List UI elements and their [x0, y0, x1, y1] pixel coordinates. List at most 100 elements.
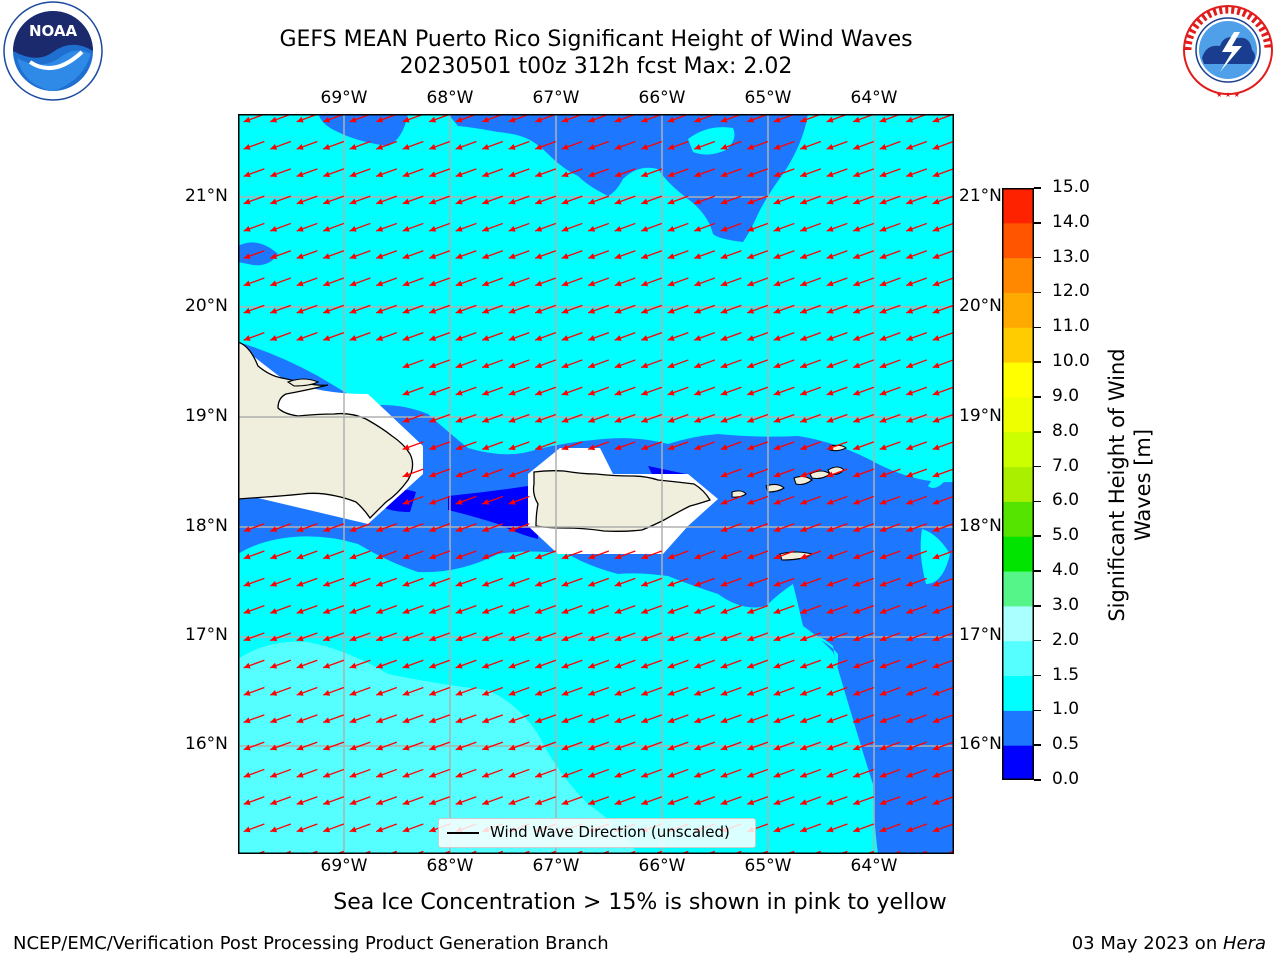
wave-arrow-head	[508, 526, 516, 532]
wave-arrow-head	[667, 553, 675, 560]
wave-arrow-head	[455, 662, 463, 669]
wave-arrow-head	[826, 444, 834, 451]
wave-arrow-head	[853, 826, 861, 833]
wave-arrow-head	[561, 580, 569, 587]
wave-arrow-head	[773, 826, 781, 833]
wave-arrow-head	[614, 662, 622, 669]
wave-arrow-head	[323, 335, 331, 341]
wave-arrow-head	[932, 389, 940, 396]
chart-title-line2: 20230501 t00z 312h fcst Max: 2.02	[399, 54, 793, 79]
wave-arrow-head	[747, 307, 755, 314]
wave-arrow-head	[773, 144, 781, 150]
wave-arrow-head	[826, 608, 834, 614]
wave-arrow-head	[535, 362, 543, 369]
wave-arrow-head	[800, 225, 808, 232]
wave-arrow-head	[349, 307, 357, 314]
wave-arrow-head	[906, 826, 914, 833]
wave-arrow-head	[535, 635, 543, 642]
top-lon-label: 68°W	[426, 88, 474, 108]
right-lat-label: 21°N	[959, 186, 1002, 206]
wave-arrow-head	[588, 580, 596, 587]
colorbar-cell	[1002, 710, 1034, 746]
colorbar-tick-label: 9.0	[1052, 385, 1080, 406]
wave-arrow-head	[561, 771, 569, 778]
wave-arrow-head	[455, 635, 463, 642]
wave-arrow-head	[243, 526, 251, 532]
wave-arrow-head	[694, 580, 702, 587]
wave-arrow-head	[747, 744, 755, 751]
wave-arrow-head	[641, 198, 649, 205]
wave-arrow-head	[614, 335, 622, 341]
bottom-lon-label: 69°W	[320, 856, 368, 876]
wave-arrow-head	[270, 717, 278, 724]
wave-arrow-head	[641, 417, 649, 423]
wave-arrow-head	[800, 662, 808, 669]
wave-arrow-head	[747, 580, 755, 587]
wave-arrow-head	[641, 744, 649, 751]
wave-arrow-head	[773, 198, 781, 205]
wave-arrow-head	[879, 471, 887, 478]
chart-title-line1: GEFS MEAN Puerto Rico Significant Height…	[279, 27, 913, 52]
wave-arrow-head	[800, 635, 808, 642]
wave-arrow-head	[879, 608, 887, 614]
wave-arrow-head	[932, 744, 940, 751]
wave-arrow-head	[853, 690, 861, 696]
colorbar-tick-mark	[1034, 779, 1041, 781]
wave-arrow-head	[667, 389, 675, 396]
wave-arrow-head	[482, 116, 490, 123]
left-lat-label: 19°N	[185, 406, 228, 426]
wave-arrow-head	[376, 717, 384, 724]
colorbar-cell	[1002, 396, 1034, 433]
wave-arrow-head	[747, 717, 755, 724]
wave-arrow-head	[826, 662, 834, 669]
wave-arrow-head	[270, 662, 278, 669]
wave-arrow-head	[720, 744, 728, 751]
wave-arrow-head	[508, 635, 516, 642]
wave-arrow-head	[243, 553, 251, 560]
wave-height-0.5-1.0-islet	[238, 242, 278, 266]
wave-arrow-head	[747, 635, 755, 642]
wave-arrow-head	[429, 198, 437, 205]
wave-arrow-head	[429, 690, 437, 696]
wave-arrow-head	[349, 826, 357, 833]
wave-arrow-head	[429, 171, 437, 178]
wave-arrow-head	[641, 225, 649, 232]
wave-arrow-head	[376, 307, 384, 314]
wave-arrow-head	[906, 307, 914, 314]
wave-arrow-head	[482, 171, 490, 178]
wave-arrow-head	[720, 526, 728, 532]
colorbar-tick-label: 4.0	[1052, 560, 1080, 581]
wave-arrow-head	[720, 444, 728, 451]
wave-arrow-head	[879, 444, 887, 451]
left-lat-label: 18°N	[185, 516, 228, 536]
wave-arrow-head	[402, 280, 410, 287]
wave-arrow-head	[402, 771, 410, 778]
wave-arrow-head	[455, 144, 463, 150]
legend: Wind Wave Direction (unscaled)	[438, 818, 756, 848]
wave-arrow-head	[773, 662, 781, 669]
wave-arrow-head	[455, 362, 463, 369]
top-lon-label: 65°W	[744, 88, 792, 108]
colorbar-cell	[1002, 675, 1034, 711]
wave-arrow-head	[826, 690, 834, 696]
wave-arrow-head	[376, 225, 384, 232]
wave-arrow-head	[826, 498, 834, 505]
bottom-lon-label: 65°W	[744, 856, 792, 876]
wave-arrow-head	[270, 526, 278, 532]
wave-arrow-head	[455, 389, 463, 396]
colorbar-tick-mark	[1034, 187, 1041, 189]
wave-arrow-head	[800, 198, 808, 205]
wave-arrow-head	[429, 635, 437, 642]
wave-arrow-head	[694, 444, 702, 451]
wave-arrow-head	[720, 362, 728, 369]
wave-arrow-head	[429, 608, 437, 614]
wave-arrow-head	[932, 417, 940, 423]
colorbar-tick-mark	[1034, 222, 1041, 224]
wave-arrow-head	[429, 526, 437, 532]
wave-arrow-head	[376, 635, 384, 642]
wave-arrow-head	[535, 444, 543, 451]
wave-arrow-head	[376, 662, 384, 669]
svg-text:NOAA: NOAA	[29, 22, 78, 40]
wave-arrow-head	[614, 771, 622, 778]
wave-arrow-head	[879, 335, 887, 341]
